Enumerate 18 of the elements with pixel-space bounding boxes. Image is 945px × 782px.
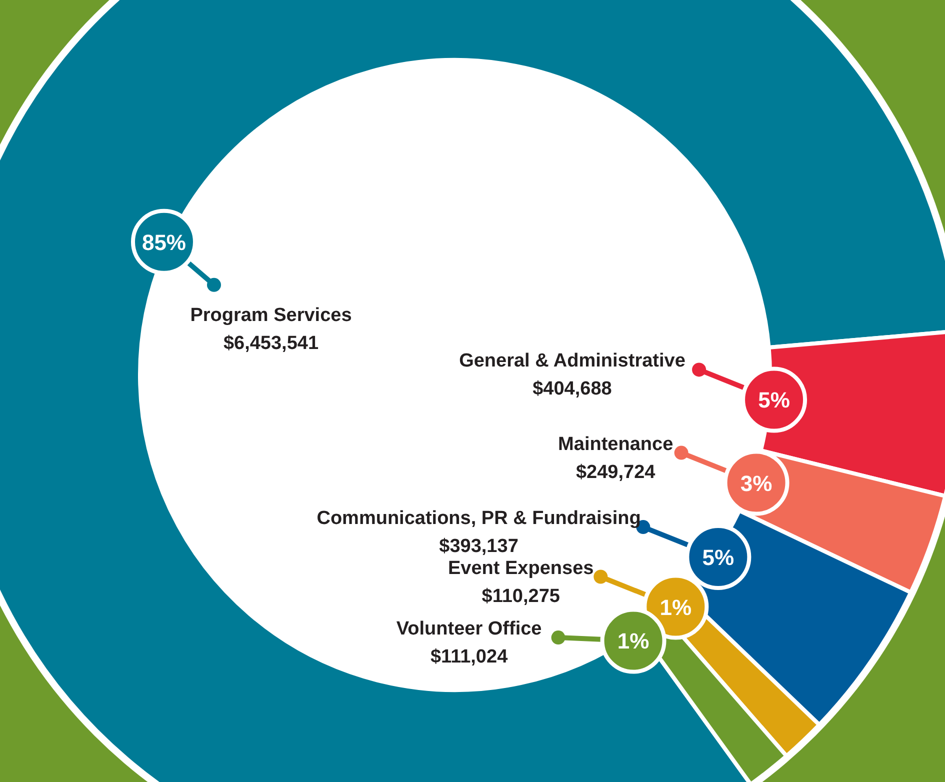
data-label: $111,024 — [430, 646, 508, 668]
text: 85% — [142, 230, 186, 255]
legend-label: Maintenance — [558, 434, 674, 455]
data-label: $6,453,541 — [223, 332, 319, 354]
data-label: $393,137 — [439, 536, 518, 558]
text: 1% — [617, 628, 650, 654]
text: 1% — [660, 594, 692, 620]
slice-label: Program Services — [190, 304, 352, 326]
legend-label: Volunteer Office — [396, 618, 542, 640]
data-label: $110,275 — [482, 586, 560, 607]
legend-label: General & Administrative — [459, 350, 686, 372]
data-label: $249,724 — [576, 462, 656, 483]
data-label: $404,688 — [532, 378, 612, 400]
legend-label: Communications, PR & Fundraising — [316, 508, 641, 530]
text: 3% — [740, 470, 772, 496]
text: 5% — [702, 545, 734, 570]
legend-label: Event Expenses — [448, 558, 594, 579]
text: 5% — [758, 388, 790, 413]
